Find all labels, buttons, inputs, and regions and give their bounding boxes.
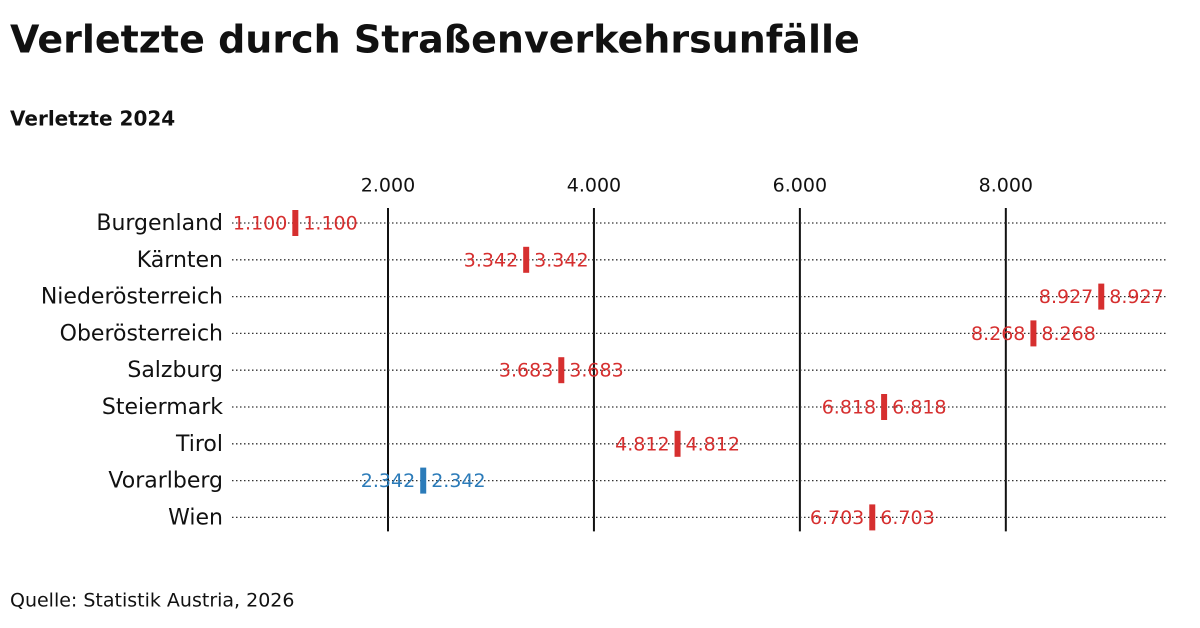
y-tick-label: Vorarlberg: [108, 469, 223, 494]
value-label: 3.683: [499, 360, 553, 382]
y-tick-label: Kärnten: [137, 248, 223, 273]
marker: [674, 430, 681, 457]
value-label: 8.268: [1041, 323, 1095, 345]
marker: [869, 504, 876, 531]
value-label: 3.683: [569, 360, 623, 382]
marker: [292, 210, 299, 236]
source: Quelle: Statistik Austria, 2026: [10, 590, 294, 612]
value-label: 3.342: [534, 249, 588, 271]
y-tick-label: Wien: [168, 505, 223, 530]
y-tick-label: Steiermark: [102, 395, 223, 420]
y-tick-label: Burgenland: [96, 211, 223, 236]
value-label: 6.818: [822, 397, 876, 419]
value-label: 4.812: [615, 433, 669, 455]
marker: [881, 394, 888, 420]
value-label: 8.268: [971, 323, 1025, 345]
value-label: 2.342: [361, 470, 415, 492]
marker: [1030, 320, 1037, 347]
y-tick-label: Salzburg: [127, 358, 223, 383]
value-label: 6.703: [810, 507, 864, 529]
value-label: 8.927: [1039, 286, 1093, 308]
value-label: 1.100: [303, 213, 357, 235]
value-label: 8.927: [1109, 286, 1163, 308]
y-tick-label: Niederösterreich: [41, 285, 223, 310]
value-label: 4.812: [686, 433, 740, 455]
value-label: 6.703: [880, 507, 934, 529]
marker: [1098, 283, 1105, 310]
value-label: 6.818: [892, 397, 946, 419]
y-tick-label: Oberösterreich: [60, 321, 223, 346]
x-tick-label: 6.000: [773, 175, 827, 197]
y-tick-label: Tirol: [175, 432, 223, 457]
chart-subtitle: Verletzte 2024: [10, 107, 175, 131]
marker: [558, 357, 565, 384]
x-tick-label: 8.000: [979, 175, 1033, 197]
x-tick-label: 2.000: [361, 175, 415, 197]
value-label: 3.342: [464, 249, 518, 271]
value-label: 2.342: [431, 470, 485, 492]
value-label: 1.100: [233, 213, 287, 235]
marker: [523, 246, 530, 273]
marker: [420, 467, 427, 494]
x-tick-label: 4.000: [567, 175, 621, 197]
chart-title: Verletzte durch Straßenverkehrsunfälle: [10, 18, 860, 62]
